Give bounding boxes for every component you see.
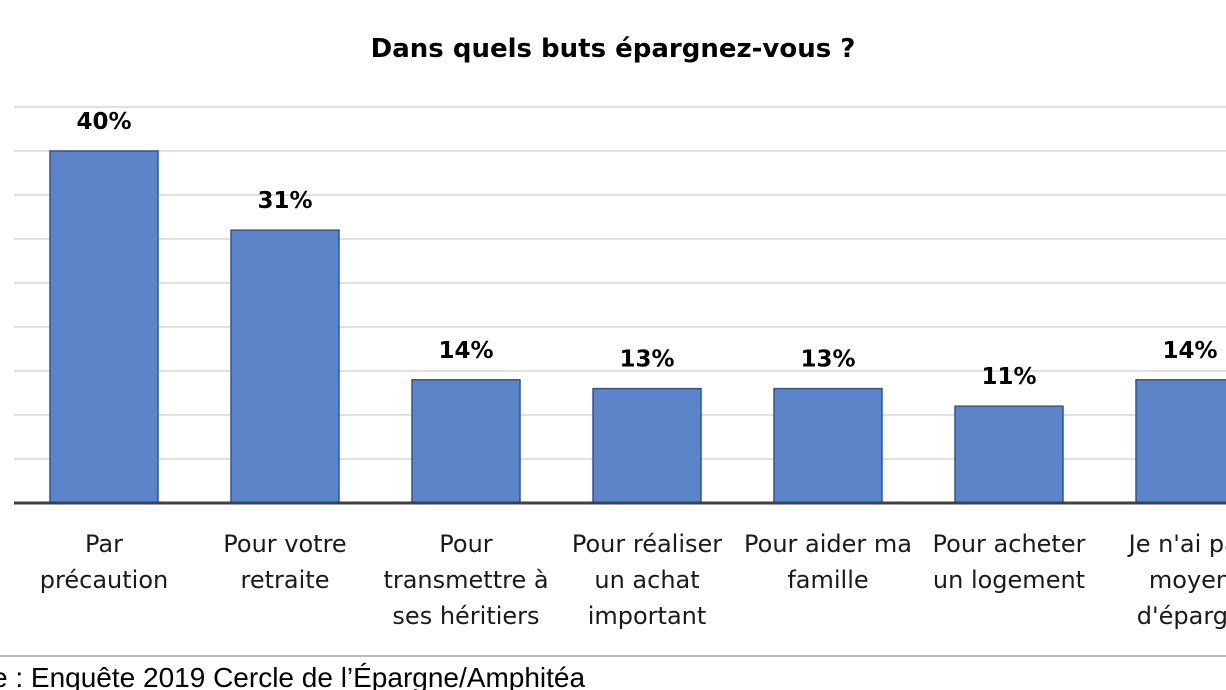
category-label-line: retraite <box>241 566 330 594</box>
data-label: 13% <box>800 347 855 373</box>
chart-title: Dans quels buts épargnez-vous ? <box>371 34 856 64</box>
source-text: e : Enquête 2019 Cercle de l’Épargne/Amp… <box>0 662 585 690</box>
data-label: 40% <box>76 109 131 135</box>
data-label: 31% <box>257 188 312 214</box>
category-label-line: moyen <box>1149 566 1226 594</box>
category-label: Pour réaliser un achat important <box>572 530 722 630</box>
bar <box>954 405 1064 504</box>
gridlines <box>14 106 1226 460</box>
category-label-line: Pour votre <box>223 530 346 558</box>
category-label: Par précaution <box>40 530 168 594</box>
category-label: Pour transmettre à ses héritiers <box>383 530 548 630</box>
bar <box>1135 379 1226 504</box>
bar <box>49 150 159 504</box>
bar <box>773 387 883 504</box>
bars <box>49 150 1226 504</box>
category-label-line: précaution <box>40 566 168 594</box>
category-label-line: famille <box>787 566 868 594</box>
category-label-line: Pour aider ma <box>744 530 912 558</box>
category-label: Pour aider ma famille <box>744 530 912 594</box>
category-label: Je n'ai pas moyen d'épargn <box>1127 530 1226 630</box>
category-label-line: ses héritiers <box>392 602 539 630</box>
bar <box>411 379 521 504</box>
category-label-line: Pour <box>439 530 493 558</box>
data-label: 13% <box>619 347 674 373</box>
category-label-line: Pour acheter <box>933 530 1086 558</box>
category-label-line: Pour réaliser <box>572 530 722 558</box>
data-labels: 40% 31% 14% 13% 13% 11% 14% <box>76 109 1217 390</box>
category-label-line: transmettre à <box>383 566 548 594</box>
category-label-line: un logement <box>933 566 1085 594</box>
bar <box>230 229 340 504</box>
category-label-line: Par <box>85 530 123 558</box>
category-labels: Par précaution Pour votre retraite Pour trans… <box>40 530 1226 630</box>
category-label-line: Je n'ai pas <box>1127 530 1226 558</box>
category-label-line: un achat <box>594 566 699 594</box>
data-label: 14% <box>1162 338 1217 364</box>
category-label-line: important <box>588 602 707 630</box>
data-label: 11% <box>981 364 1036 390</box>
category-label-line: d'épargn <box>1137 602 1226 630</box>
data-label: 14% <box>438 338 493 364</box>
category-label: Pour votre retraite <box>223 530 346 594</box>
category-label: Pour acheter un logement <box>933 530 1086 594</box>
bar <box>592 387 702 504</box>
